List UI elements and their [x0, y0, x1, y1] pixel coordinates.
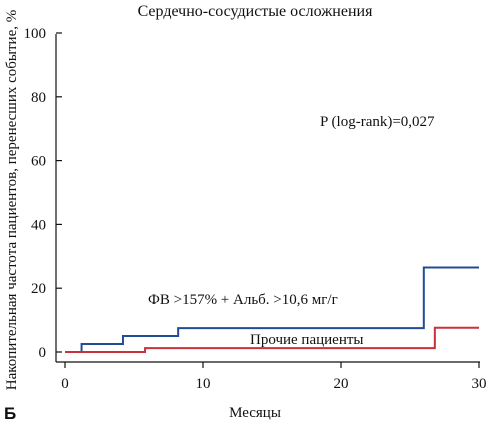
legend-label-series-2: Прочие пациенты [250, 332, 363, 348]
axis-ticks: 0 20 40 60 80 100 0 10 20 30 [24, 26, 487, 392]
y-tick-label: 0 [39, 345, 47, 361]
y-tick-label: 20 [31, 281, 46, 297]
x-axis-title: Месяцы [229, 405, 281, 421]
y-tick-label: 100 [24, 26, 47, 42]
legend-label-series-1: ФВ >157% + Альб. >10,6 мг/г [148, 292, 338, 308]
y-tick-label: 60 [31, 154, 46, 170]
x-tick-label: 0 [61, 376, 69, 392]
y-tick-label: 40 [31, 217, 46, 233]
y-tick-label: 80 [31, 90, 46, 106]
y-axis-title: Накопительная частота пациентов, перенес… [4, 10, 20, 390]
panel-label: Б [4, 404, 16, 421]
x-tick-label: 20 [334, 376, 349, 392]
x-tick-label: 30 [472, 376, 487, 392]
series-lines [65, 266, 479, 353]
chart-title: Сердечно-сосудистые осложнения [138, 3, 374, 20]
series-line-1 [65, 266, 479, 353]
p-value-annotation: P (log-rank)=0,027 [320, 114, 435, 130]
x-tick-label: 10 [196, 376, 211, 392]
series-line-2 [65, 326, 479, 353]
